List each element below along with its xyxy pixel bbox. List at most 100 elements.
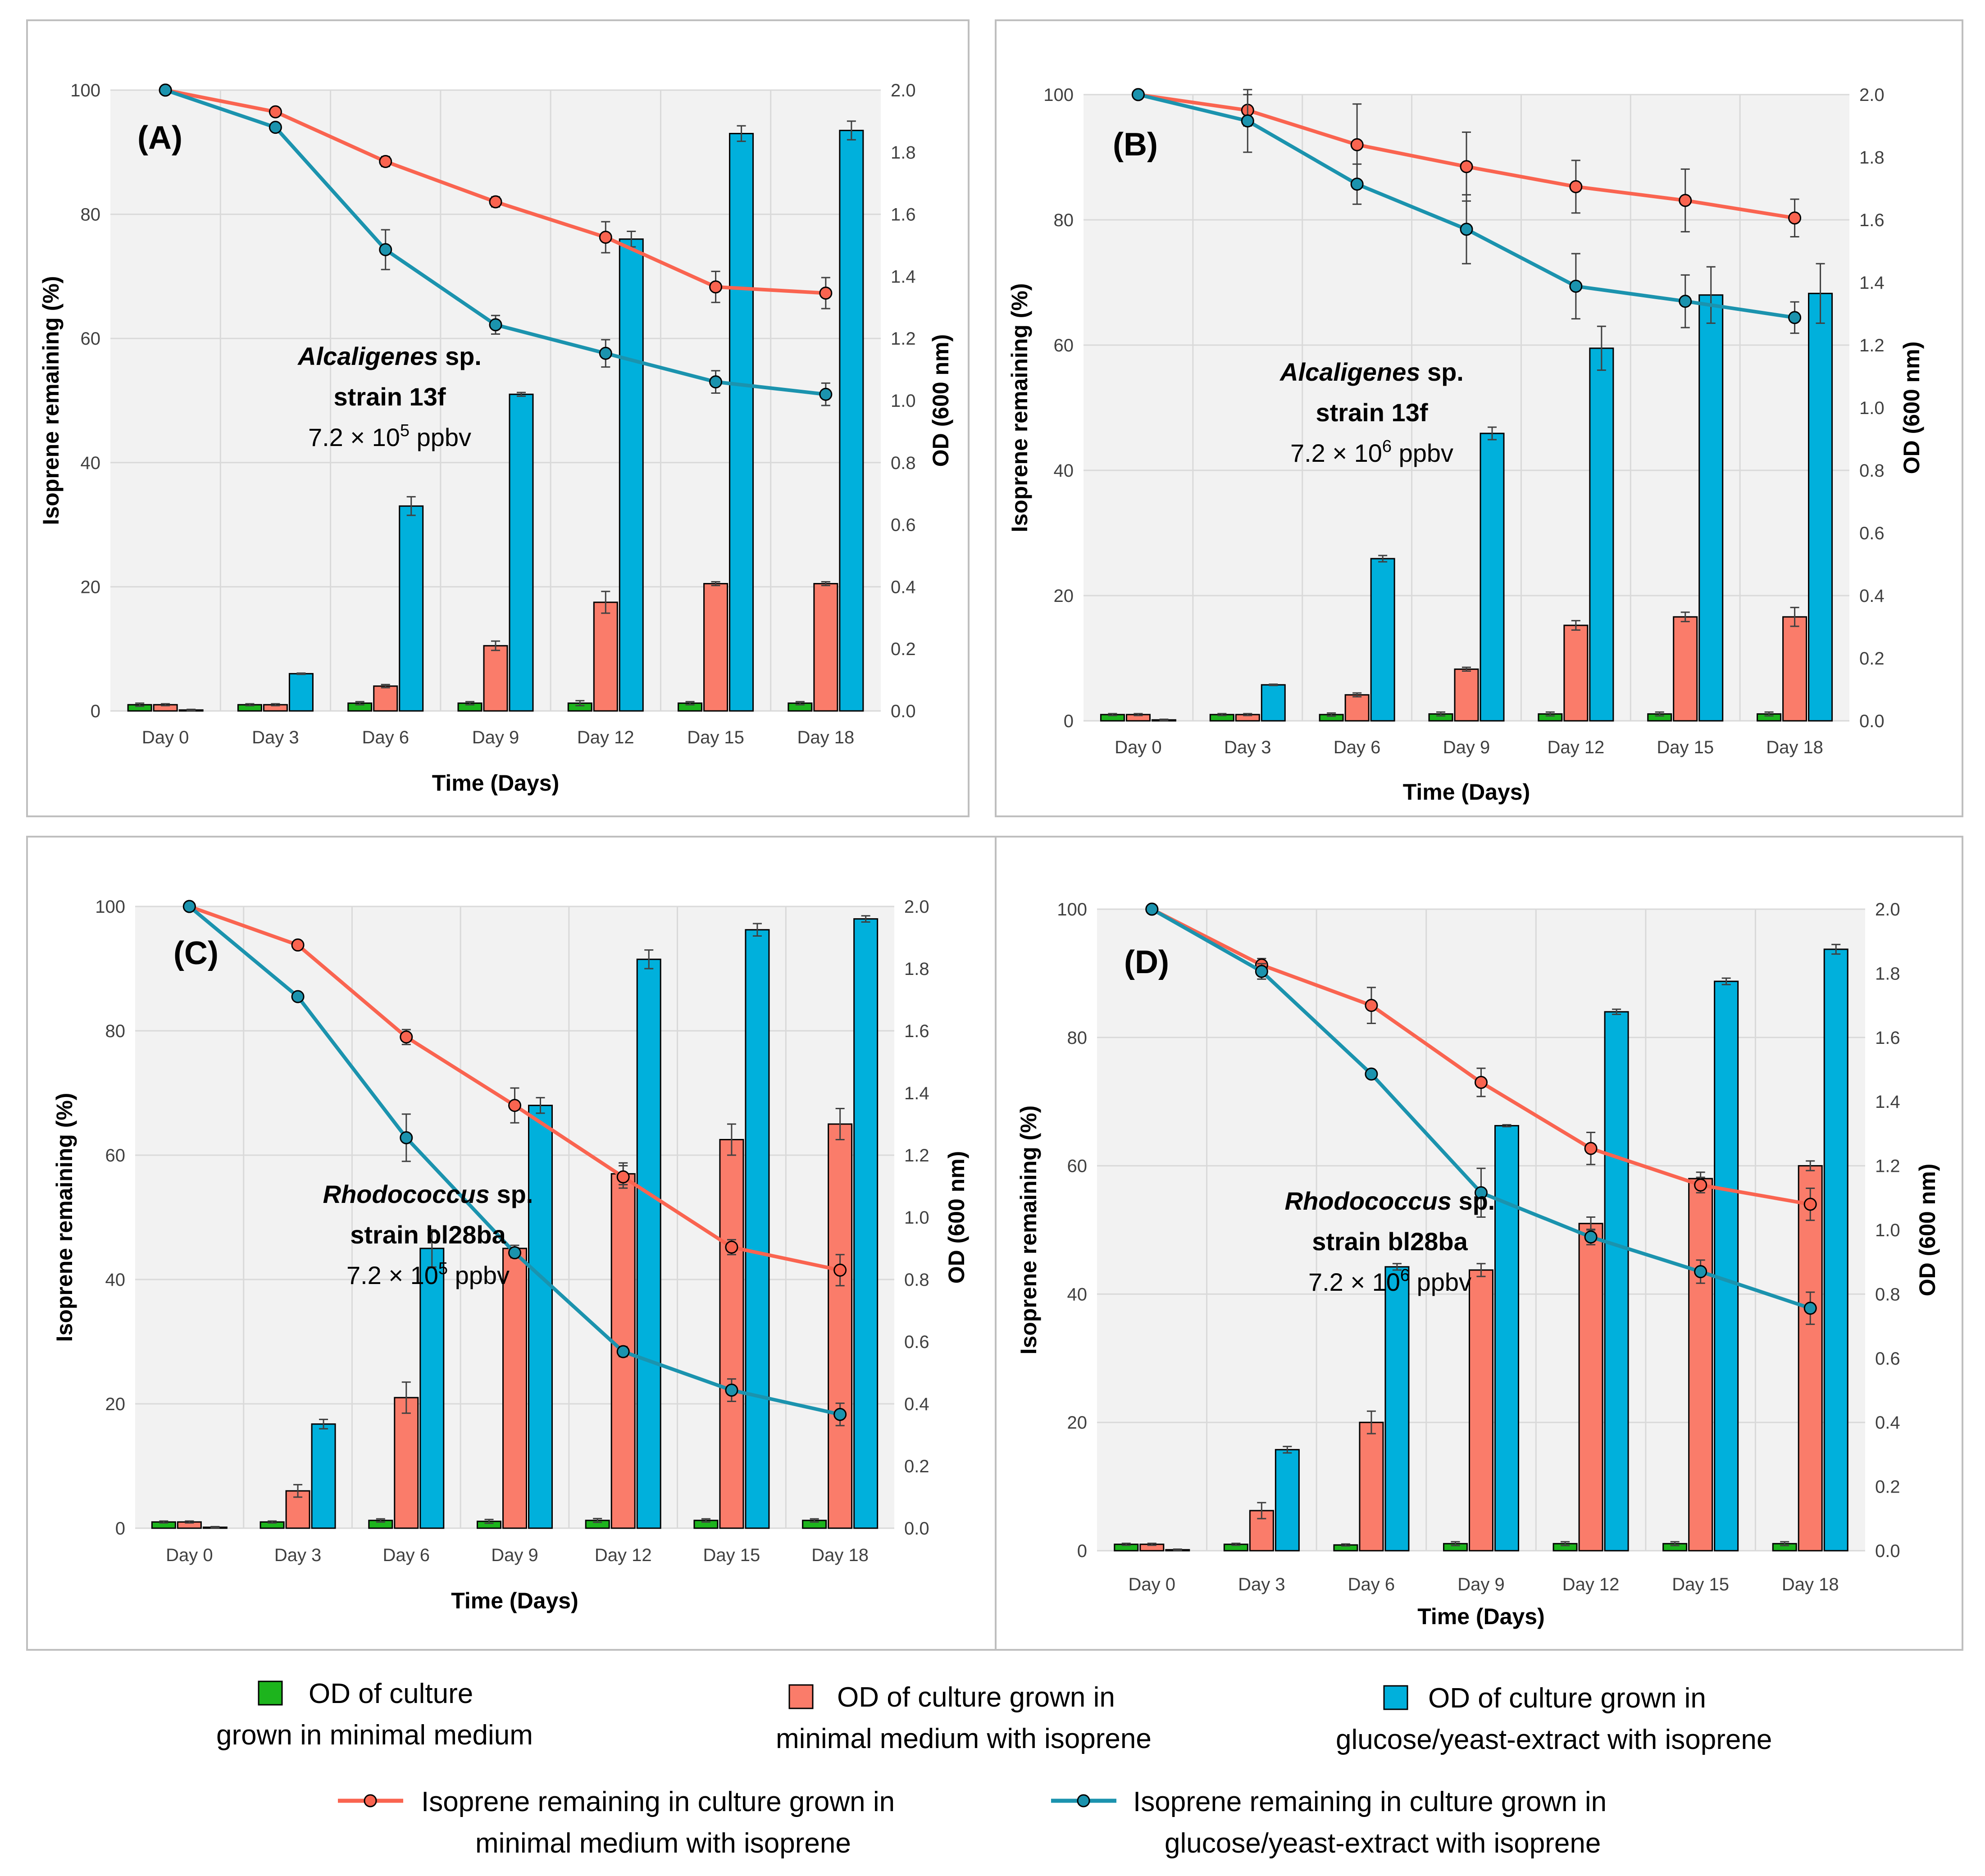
legend-bar-blue-line2: glucose/yeast-extract with isoprene bbox=[1336, 1724, 1772, 1755]
strain-name: strain 13f bbox=[334, 382, 446, 411]
y-left-axis-title: Isoprene remaining (%) bbox=[38, 276, 64, 525]
line-point bbox=[508, 1246, 521, 1260]
chart-panel-b: 0 20 40 60 80 100 0.0 0.2 0.4 0.6 0.8 1.0 1.2 1.4 1.6 1… bbox=[995, 19, 1963, 817]
bar-red bbox=[483, 645, 508, 712]
y-left-tick-label: 100 bbox=[1057, 900, 1087, 920]
x-axis-title: Time (Days) bbox=[1417, 1604, 1545, 1629]
panel-label: (C) bbox=[173, 935, 219, 971]
strain-species: Alcaligenes sp. bbox=[297, 342, 482, 370]
y-right-tick-label: 1.8 bbox=[1859, 148, 1885, 168]
line-point bbox=[1584, 1230, 1598, 1244]
bar-blue bbox=[1261, 684, 1286, 722]
y-left-tick-label: 40 bbox=[1067, 1284, 1088, 1304]
y-left-tick-label: 60 bbox=[1067, 1157, 1088, 1176]
bar-blue bbox=[619, 238, 644, 712]
line-point bbox=[599, 231, 612, 244]
line-point bbox=[1145, 902, 1159, 916]
y-right-axis-title: OD (600 nm) bbox=[1899, 342, 1924, 474]
legend-line-red-marker bbox=[364, 1794, 377, 1808]
strain-name: strain bl28ba bbox=[1312, 1227, 1468, 1256]
x-tick-label: Day 0 bbox=[1115, 738, 1162, 757]
legend-bar-blue-line1: OD of culture grown in bbox=[1428, 1683, 1706, 1714]
x-tick-label: Day 15 bbox=[1657, 738, 1714, 757]
y-left-tick-label: 0 bbox=[1064, 711, 1074, 731]
y-right-tick-label: 1.8 bbox=[891, 143, 916, 163]
line-point bbox=[819, 287, 833, 300]
bar-blue bbox=[729, 132, 754, 712]
isoprene-concentration: 7.2 × 106 ppbv bbox=[1308, 1266, 1471, 1296]
y-right-tick-label: 0.4 bbox=[891, 577, 916, 597]
strain-species: Rhodococcus sp. bbox=[323, 1180, 533, 1208]
bar-blue bbox=[311, 1423, 336, 1529]
bar-red bbox=[593, 601, 618, 712]
line-point bbox=[1460, 160, 1473, 173]
bar-red bbox=[502, 1248, 527, 1529]
line-point bbox=[1350, 178, 1364, 191]
bar-blue bbox=[419, 1248, 445, 1529]
y-right-tick-label: 0.4 bbox=[1859, 586, 1885, 606]
y-right-tick-label: 0.2 bbox=[891, 639, 916, 659]
bar-blue bbox=[509, 393, 534, 712]
bar-red bbox=[1359, 1421, 1384, 1552]
x-tick-label: Day 18 bbox=[797, 728, 854, 747]
line-point bbox=[400, 1030, 413, 1044]
y-right-axis-title: OD (600 nm) bbox=[944, 1151, 969, 1284]
legend-bar-red-line1: OD of culture grown in bbox=[837, 1682, 1115, 1713]
bar-blue bbox=[839, 130, 864, 712]
x-tick-label: Day 3 bbox=[252, 728, 299, 747]
bar-blue bbox=[745, 929, 770, 1529]
line-point bbox=[291, 938, 305, 952]
line-point bbox=[400, 1131, 413, 1144]
x-tick-label: Day 18 bbox=[811, 1545, 869, 1565]
line-point bbox=[709, 280, 723, 294]
y-left-tick-label: 40 bbox=[1054, 461, 1074, 481]
legend-bar-red-line2: minimal medium with isoprene bbox=[776, 1723, 1152, 1754]
x-tick-label: Day 15 bbox=[687, 728, 744, 747]
x-tick-label: Day 0 bbox=[142, 728, 189, 747]
y-right-tick-label: 1.0 bbox=[904, 1208, 929, 1228]
y-right-tick-label: 1.4 bbox=[891, 267, 916, 287]
line-point bbox=[1255, 965, 1268, 978]
y-right-tick-label: 0.2 bbox=[1859, 649, 1885, 669]
isoprene-concentration: 7.2 × 106 ppbv bbox=[1290, 437, 1453, 467]
bar-red bbox=[1688, 1178, 1713, 1552]
line-point bbox=[1694, 1265, 1707, 1279]
x-tick-label: Day 3 bbox=[1238, 1575, 1285, 1594]
bar-red bbox=[1469, 1269, 1493, 1552]
line-point bbox=[1131, 88, 1145, 101]
y-right-tick-label: 2.0 bbox=[904, 897, 929, 917]
line-point bbox=[599, 346, 612, 360]
line-point bbox=[379, 155, 392, 168]
y-right-tick-label: 1.6 bbox=[904, 1021, 929, 1041]
y-right-tick-label: 0.0 bbox=[1859, 711, 1885, 731]
y-right-tick-label: 1.2 bbox=[1875, 1157, 1900, 1176]
y-right-tick-label: 1.8 bbox=[904, 959, 929, 979]
y-left-tick-label: 20 bbox=[81, 577, 101, 597]
line-point bbox=[725, 1240, 738, 1254]
y-right-axis-title: OD (600 nm) bbox=[928, 334, 953, 467]
bar-blue bbox=[1808, 292, 1833, 722]
bar-blue bbox=[1275, 1449, 1300, 1552]
bar-blue bbox=[1480, 433, 1505, 722]
line-point bbox=[616, 1345, 630, 1358]
bar-red bbox=[285, 1490, 310, 1529]
line-point bbox=[1365, 999, 1378, 1012]
bar-blue bbox=[636, 958, 661, 1529]
y-left-tick-label: 100 bbox=[1043, 85, 1074, 105]
strain-name: strain bl28ba bbox=[350, 1220, 506, 1249]
line-point bbox=[616, 1170, 630, 1184]
y-right-tick-label: 0.2 bbox=[904, 1457, 929, 1476]
strain-name: strain 13f bbox=[1316, 398, 1428, 427]
line-point bbox=[1803, 1302, 1817, 1315]
bar-blue bbox=[1823, 948, 1848, 1552]
line-point bbox=[159, 83, 172, 97]
y-right-tick-label: 0.0 bbox=[1875, 1541, 1900, 1561]
legend-line-blue-line2: glucose/yeast-extract with isoprene bbox=[1165, 1828, 1601, 1859]
legend: OD of culture grown in minimal medium OD… bbox=[216, 1678, 1772, 1859]
line-point bbox=[269, 105, 282, 118]
y-left-axis-title: Isoprene remaining (%) bbox=[1016, 1106, 1041, 1355]
line-point bbox=[1350, 138, 1364, 151]
plot-area bbox=[110, 90, 881, 711]
y-left-tick-label: 100 bbox=[70, 81, 100, 100]
bar-red bbox=[373, 685, 398, 712]
